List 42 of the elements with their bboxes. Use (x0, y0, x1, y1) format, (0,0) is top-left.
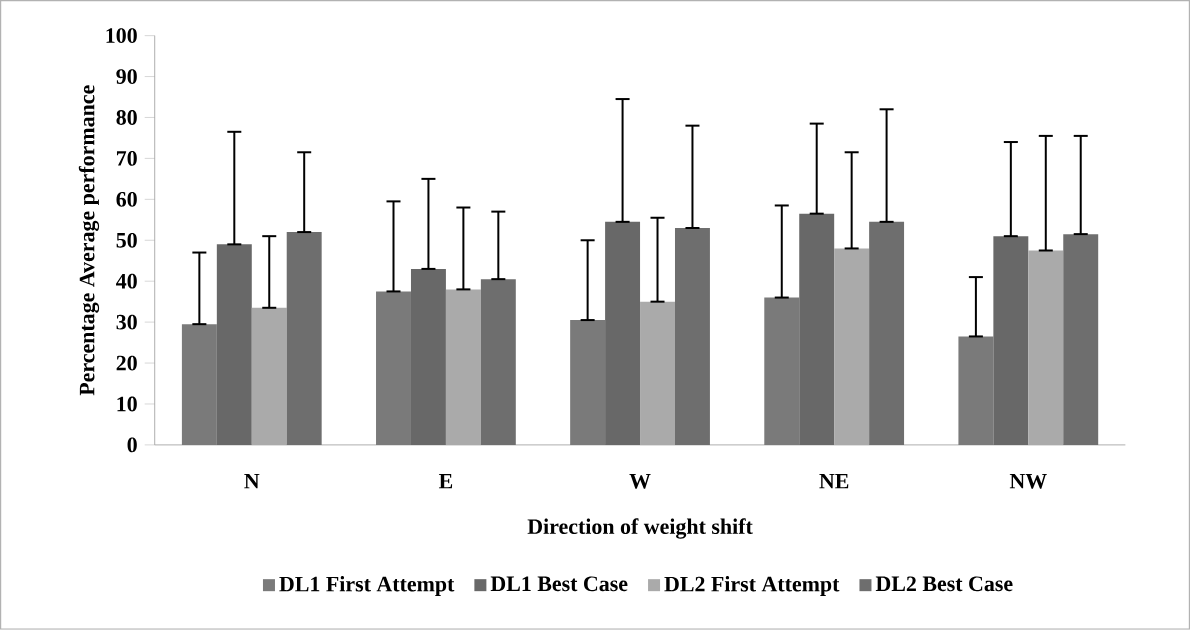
bar (674, 228, 710, 446)
y-tick-label: 20 (116, 355, 137, 371)
x-tick-label: NW (1009, 474, 1047, 489)
y-tick-label: 70 (116, 151, 137, 166)
legend-label: DL1 First Attempt (279, 576, 455, 597)
y-tick-label: 80 (116, 110, 137, 126)
bar (570, 320, 606, 446)
y-tick-label: 90 (116, 69, 137, 85)
bar (958, 336, 994, 446)
bar (216, 244, 252, 446)
bar (764, 297, 800, 446)
bar (376, 291, 411, 446)
y-tick-label: 30 (116, 314, 137, 330)
y-tick-label: 60 (116, 192, 137, 207)
x-tick-label: E (438, 474, 453, 489)
x-tick-label: NE (819, 474, 849, 489)
legend-label: DL2 Best Case (875, 576, 1013, 592)
bar (605, 222, 641, 446)
bar (251, 307, 287, 446)
y-tick-label: 50 (116, 233, 137, 248)
bar (410, 269, 446, 446)
bar (480, 279, 516, 446)
bar (799, 213, 835, 446)
y-tick-label: 10 (117, 396, 137, 412)
x-tick-label: W (629, 474, 651, 489)
bar (1063, 234, 1099, 446)
bar (640, 301, 675, 446)
bar (834, 248, 870, 446)
legend-label: DL1 Best Case (490, 576, 628, 592)
y-axis-title: Percentage Average performance (78, 85, 100, 396)
bar (181, 324, 217, 446)
bar (993, 236, 1029, 446)
bar (869, 222, 905, 446)
bar (286, 232, 322, 446)
legend-label: DL2 First Attempt (664, 576, 840, 597)
bar (1028, 250, 1064, 446)
bar (445, 289, 481, 446)
x-axis-title: Direction of weight shift (527, 518, 753, 539)
y-tick-label: 100 (106, 28, 137, 44)
x-tick-label: N (244, 474, 260, 489)
y-tick-label: 0 (127, 437, 137, 453)
y-tick-label: 40 (116, 273, 137, 289)
